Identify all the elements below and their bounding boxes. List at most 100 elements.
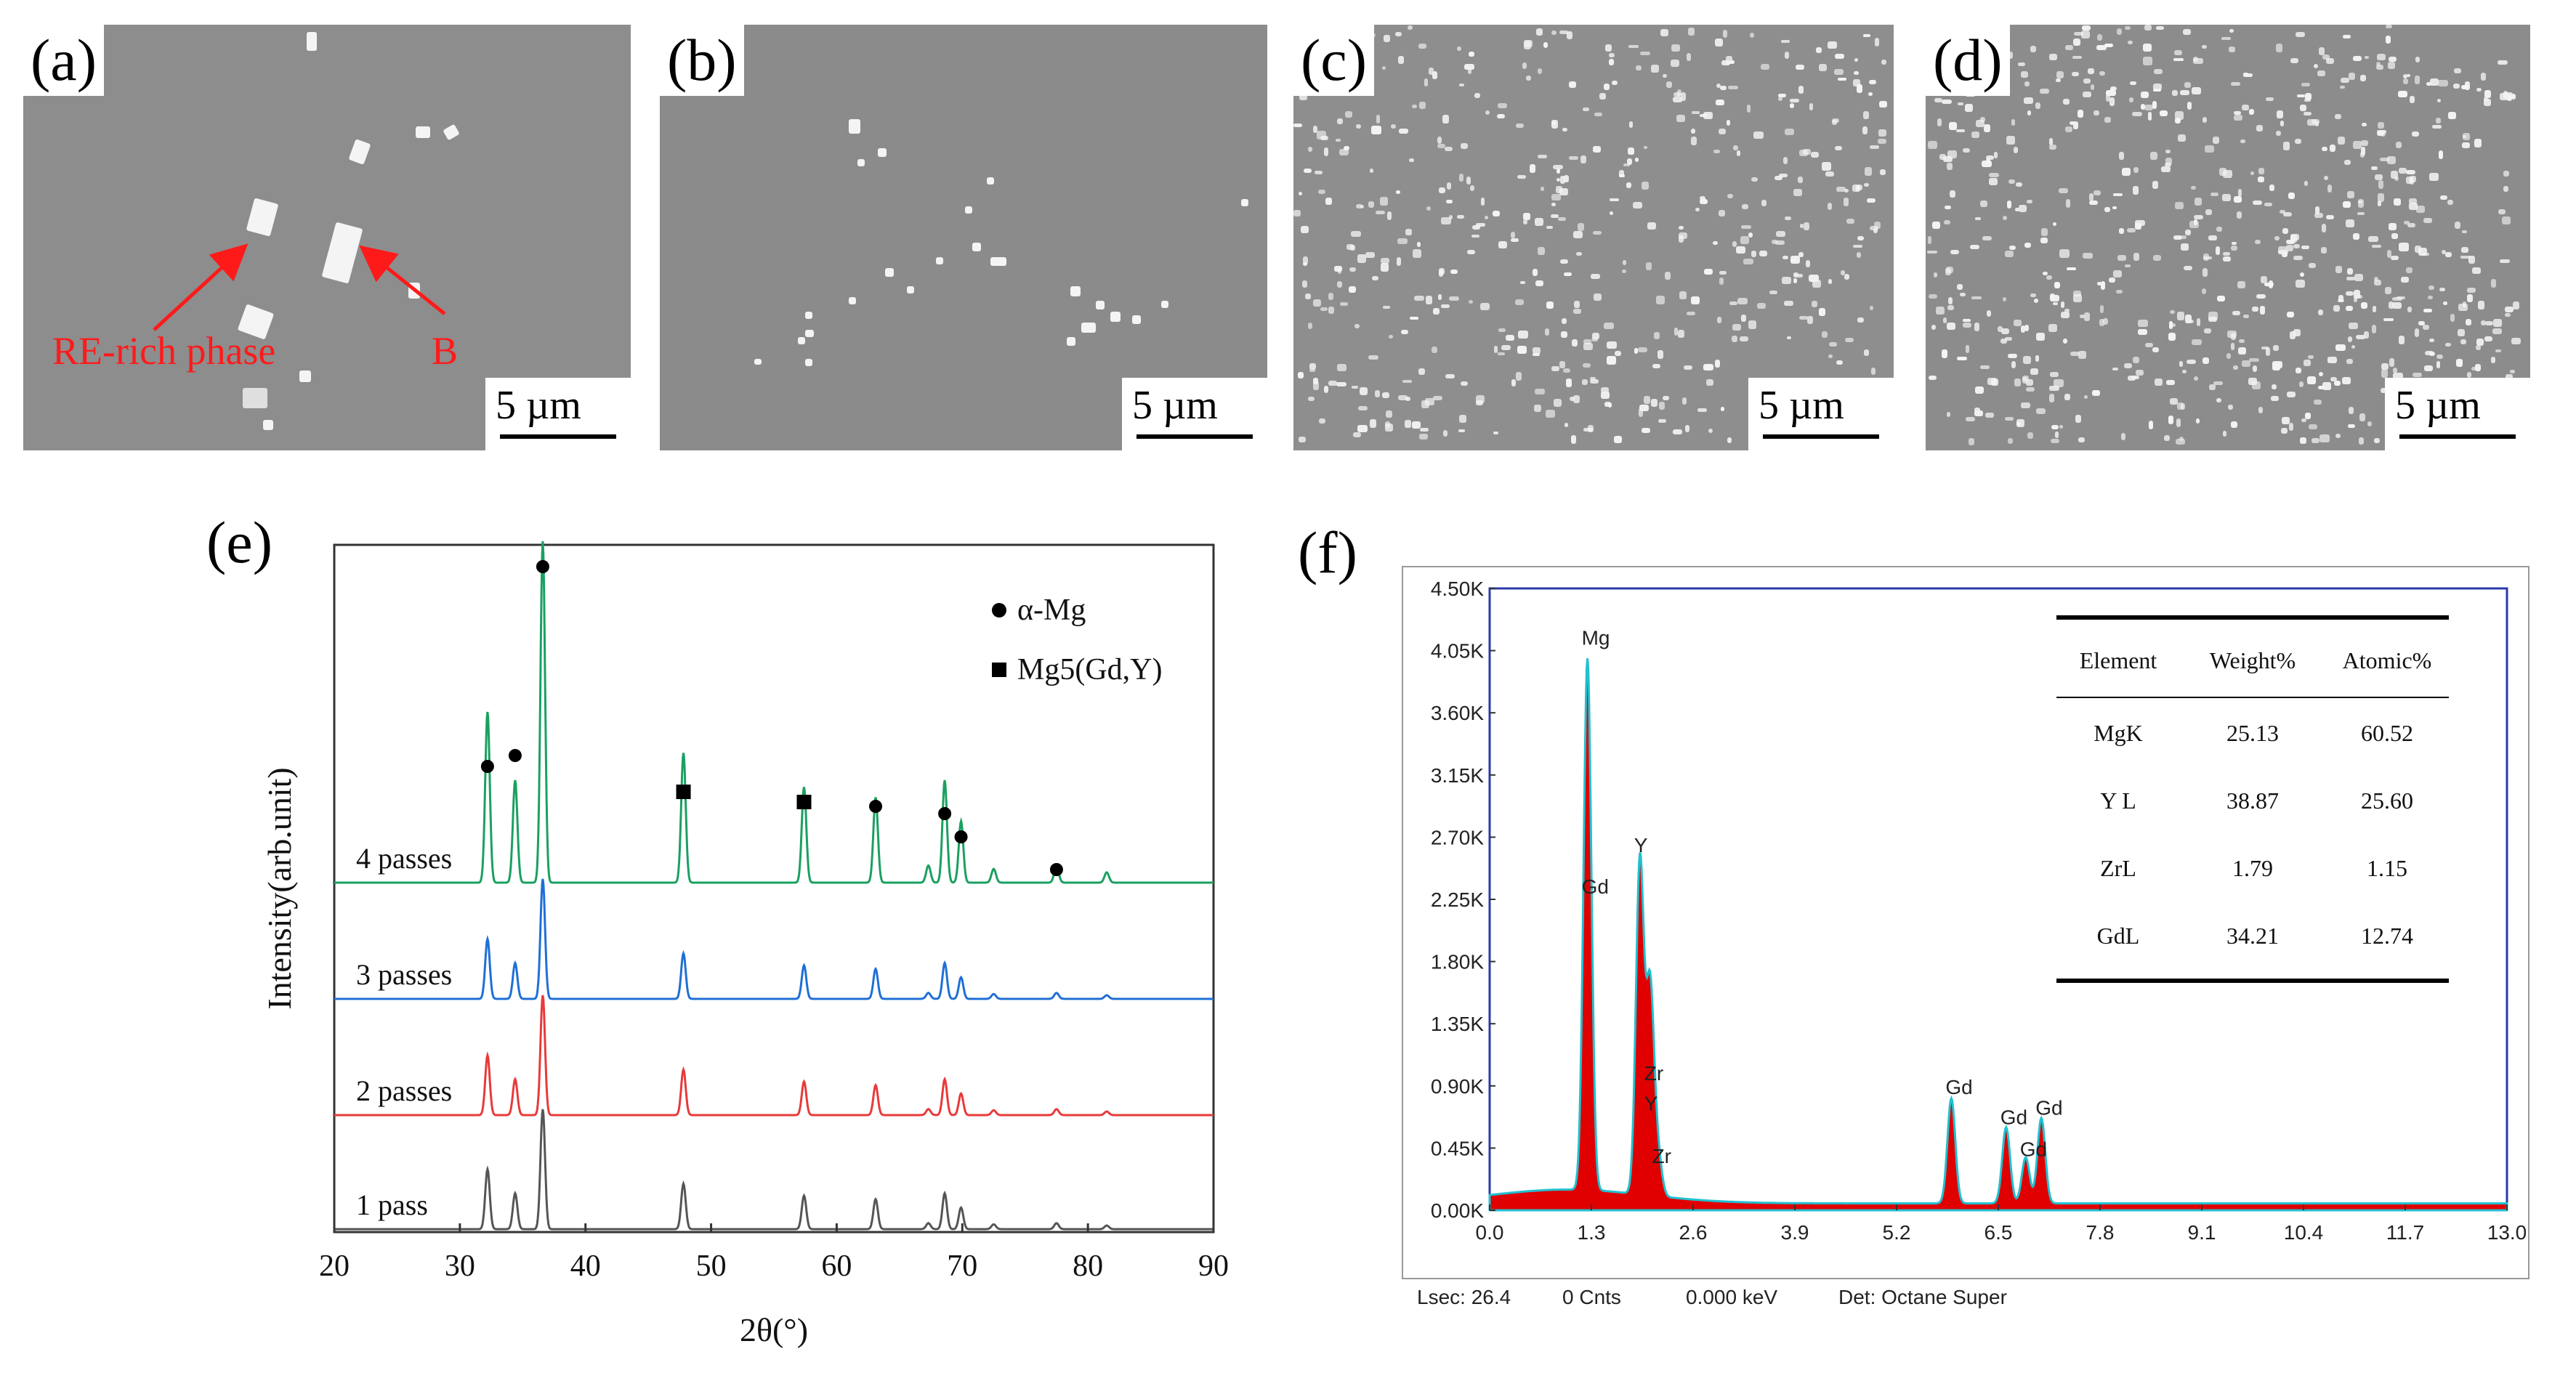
particle: [2227, 405, 2233, 410]
particle: [2422, 324, 2429, 331]
particle: [2314, 206, 2320, 214]
particle: [2341, 376, 2351, 385]
particle: [2335, 434, 2341, 439]
particle: [1416, 242, 1421, 247]
particle: [1682, 397, 1687, 405]
particle: [2322, 224, 2326, 232]
particle: [2106, 89, 2116, 97]
particle: [1874, 38, 1879, 46]
particle: [2322, 382, 2331, 390]
particle: [2301, 83, 2311, 86]
particle: [2373, 306, 2377, 312]
particle: [1622, 270, 1627, 273]
particle: [2275, 130, 2281, 136]
particle: [2242, 73, 2253, 78]
particle: [2193, 57, 2203, 64]
particle: [2423, 217, 2433, 224]
particle: [1806, 316, 1813, 325]
particle: [1974, 410, 1983, 417]
particle: [2425, 350, 2434, 356]
particle: [1339, 301, 1349, 306]
particle: [2226, 352, 2232, 360]
particle: [1873, 222, 1881, 230]
particle: [1577, 222, 1584, 231]
particle: [1569, 155, 1579, 160]
particle: [2082, 92, 2092, 97]
particle: [2367, 236, 2378, 242]
particle: [1703, 363, 1713, 370]
particle: [2375, 65, 2384, 70]
particle: [1985, 413, 1994, 418]
particle: [1862, 126, 1868, 135]
particle: [2087, 68, 2094, 75]
particle: [2022, 376, 2030, 382]
particle: [2138, 320, 2148, 328]
particle: [1774, 175, 1782, 181]
alpha-mg-marker: [869, 800, 883, 813]
particle: [2023, 355, 2032, 365]
particle: [2386, 25, 2393, 28]
particle: [2510, 370, 2515, 373]
particle: [2340, 85, 2345, 89]
particle: [1608, 58, 1614, 65]
particle: [1305, 293, 1312, 300]
particle: [2215, 246, 2220, 255]
particle: [1793, 188, 1803, 197]
particle: [1551, 202, 1556, 206]
particle: [2447, 112, 2457, 119]
particle: [2277, 246, 2288, 255]
particle: [987, 177, 994, 185]
particle: [1081, 323, 1096, 333]
particle: [2261, 347, 2269, 350]
particle: [2081, 31, 2091, 39]
particle: [2455, 358, 2463, 368]
particle: [1628, 45, 1639, 49]
particle: [1957, 357, 1968, 360]
particle: [1466, 177, 1471, 185]
particle: [1784, 129, 1794, 135]
particle: [2471, 367, 2481, 371]
particle: [1609, 211, 1613, 216]
particle: [1573, 308, 1582, 315]
particle: [1346, 243, 1354, 251]
particle: [2439, 287, 2446, 291]
scale-bar-b: [1136, 434, 1253, 439]
particle: [1328, 306, 1335, 315]
particle: [1583, 343, 1593, 350]
particle: [1432, 395, 1443, 400]
particle: [2201, 44, 2208, 49]
particle: [2168, 415, 2173, 424]
particle: [2072, 294, 2083, 302]
particle: [2152, 255, 2161, 262]
particle: [2104, 116, 2112, 123]
panel-label-f: (f): [1298, 519, 1357, 586]
particle: [1506, 335, 1514, 341]
particle: [1590, 274, 1601, 280]
particle: [1986, 309, 1992, 317]
particle: [2281, 428, 2288, 434]
particle: [1556, 168, 1561, 174]
particle: [1679, 291, 1687, 299]
particle: [1312, 381, 1320, 390]
particle: [1971, 131, 1979, 139]
particle: [2305, 413, 2311, 419]
particle: [1560, 175, 1566, 185]
peak-label: Gd: [2020, 1138, 2047, 1160]
particle: [1372, 276, 1378, 280]
particle: [2476, 338, 2484, 347]
particle: [2338, 299, 2345, 303]
particle: [2346, 191, 2354, 199]
particle: [2381, 363, 2389, 370]
particle: [1419, 433, 1428, 440]
particle: [2490, 279, 2497, 288]
particle: [2183, 265, 2193, 271]
particle: [2093, 190, 2101, 196]
particle: [907, 286, 914, 293]
particle: [1737, 150, 1741, 157]
particle: [2166, 379, 2176, 385]
particle: [2253, 200, 2262, 205]
y-tick-label: 4.50K: [1431, 578, 1484, 600]
particle: [2072, 72, 2080, 77]
particle: [1828, 41, 1837, 49]
particle: [2365, 55, 2370, 59]
